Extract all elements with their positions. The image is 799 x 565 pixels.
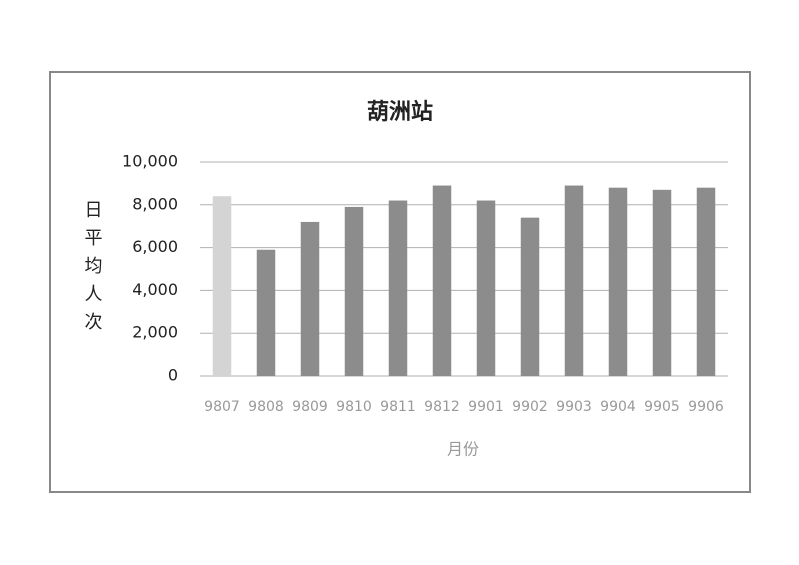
x-tick-label: 9901: [468, 399, 504, 415]
x-tick-label: 9903: [556, 399, 592, 415]
x-tick-label: 9902: [512, 399, 548, 415]
bar: [344, 206, 364, 376]
bar: [652, 189, 672, 376]
bar: [564, 185, 584, 376]
x-tick-label: 9809: [292, 399, 328, 415]
x-tick-label: 9807: [204, 399, 240, 415]
y-axis-label: 日平均人次: [82, 200, 103, 340]
bar: [300, 221, 320, 376]
y-tick-label: 2,000: [132, 323, 178, 342]
bar: [212, 196, 232, 376]
bar: [388, 200, 408, 376]
x-tick-label: 9906: [688, 399, 724, 415]
bar: [696, 187, 716, 376]
y-tick-label: 6,000: [132, 237, 178, 256]
y-tick-label: 4,000: [132, 280, 178, 299]
x-tick-label: 9811: [380, 399, 416, 415]
x-tick-label: 9812: [424, 399, 460, 415]
x-tick-label: 9904: [600, 399, 636, 415]
x-tick-label: 9905: [644, 399, 680, 415]
x-tick-label: 9808: [248, 399, 284, 415]
bar: [256, 249, 276, 376]
bar: [432, 185, 452, 376]
bar: [520, 217, 540, 376]
x-tick-label: 9810: [336, 399, 372, 415]
bar: [608, 187, 628, 376]
y-tick-label: 8,000: [132, 194, 178, 213]
bar: [476, 200, 496, 376]
y-tick-label: 10,000: [122, 152, 178, 171]
x-axis-label: 月份: [447, 440, 479, 459]
y-tick-label: 0: [168, 366, 178, 385]
chart-title: 葫洲站: [367, 100, 433, 125]
